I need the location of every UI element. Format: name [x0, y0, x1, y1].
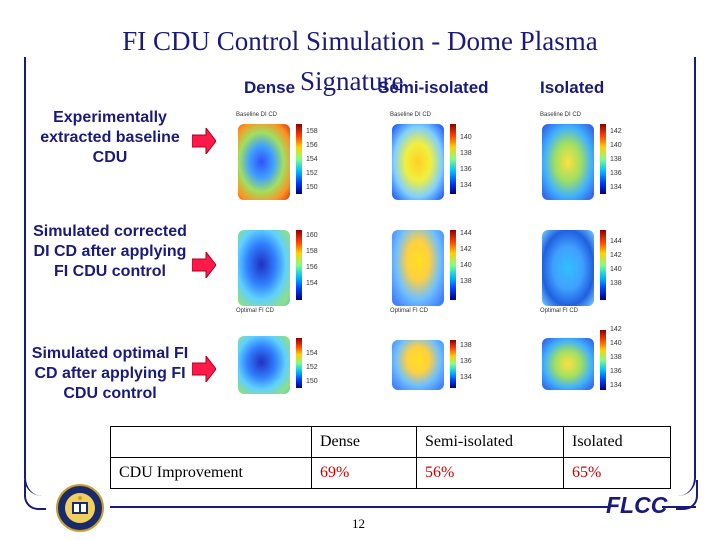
column-header-dense: Dense — [244, 78, 296, 97]
colorbar-tick: 142 — [610, 128, 622, 135]
table-row-label: CDU Improvement — [110, 457, 312, 489]
colorbar-tick: 140 — [610, 266, 622, 273]
colorbar-tick: 136 — [610, 170, 622, 177]
colorbar-tick: 134 — [610, 184, 622, 191]
plot-title: Baseline DI CD — [236, 112, 278, 118]
colorbar-tick: 156 — [306, 142, 318, 149]
colorbar-tick: 134 — [460, 374, 472, 381]
colorbar-tick: 152 — [306, 364, 318, 371]
colorbar-tick: 142 — [610, 326, 622, 333]
plot-optimal-semi: Optimal FI CD 138 136 134 — [390, 308, 520, 403]
plot-baseline-dense: Baseline DI CD 158 156 154 152 150 — [236, 112, 366, 207]
colorbar-tick: 140 — [460, 134, 472, 141]
colorbar-tick: 140 — [460, 262, 472, 269]
table-cell — [110, 426, 312, 458]
column-header-semi-isolated: Semi-isolated — [378, 78, 489, 97]
colorbar-tick: 138 — [610, 354, 622, 361]
row-label-optimal: Simulated optimal FI CD after applying F… — [31, 345, 189, 402]
row-label-corrected: Simulated corrected DI CD after applying… — [33, 223, 187, 280]
arrow-right-icon — [192, 356, 216, 382]
university-seal-icon — [56, 484, 104, 532]
colorbar-tick: 136 — [460, 166, 472, 173]
colorbar — [600, 330, 606, 390]
table-row: CDU Improvement 69% 56% 65% — [110, 457, 671, 489]
slide-title: FI CDU Control Simulation - Dome Plasma — [0, 26, 720, 57]
colorbar-tick: 140 — [610, 340, 622, 347]
colorbar-tick: 144 — [610, 238, 622, 245]
colorbar-tick: 142 — [610, 252, 622, 259]
colorbar-tick: 138 — [460, 278, 472, 285]
plot-title: Optimal FI CD — [390, 308, 429, 314]
cd-heatmap — [392, 230, 444, 306]
arrow-right-icon — [192, 252, 216, 278]
colorbar-tick: 150 — [306, 184, 318, 191]
table-header-dense: Dense — [311, 426, 417, 458]
plot-title: Optimal FI CD — [236, 308, 275, 314]
cd-heatmap — [542, 338, 594, 390]
colorbar-tick: 138 — [610, 280, 622, 287]
colorbar-tick: 160 — [306, 232, 318, 239]
plot-corrected-dense: 160 158 156 154 — [236, 218, 366, 313]
table-header-semi-isolated: Semi-isolated — [416, 426, 564, 458]
plot-title: Optimal FI CD — [540, 308, 579, 314]
slide-frame-rule — [110, 506, 610, 508]
colorbar-tick: 150 — [306, 378, 318, 385]
cd-heatmap — [542, 230, 594, 306]
improvement-semi-isolated: 56% — [416, 457, 564, 489]
plot-optimal-iso: Optimal FI CD 142 140 138 136 134 — [540, 308, 670, 403]
improvement-dense: 69% — [311, 457, 417, 489]
cd-heatmap — [392, 340, 444, 390]
colorbar-tick: 158 — [306, 128, 318, 135]
colorbar-tick: 144 — [460, 230, 472, 237]
colorbar — [296, 338, 302, 388]
colorbar-tick: 140 — [610, 142, 622, 149]
cd-heatmap — [238, 230, 290, 306]
plot-baseline-semi: Baseline DI CD 140 138 136 134 — [390, 112, 520, 207]
colorbar-tick: 138 — [460, 150, 472, 157]
colorbar-tick: 134 — [460, 182, 472, 189]
colorbar-tick: 154 — [306, 350, 318, 357]
plot-corrected-semi: 144 142 140 138 — [390, 218, 520, 313]
colorbar-tick: 134 — [610, 382, 622, 389]
improvement-isolated: 65% — [563, 457, 671, 489]
colorbar — [450, 124, 456, 194]
cd-heatmap — [392, 124, 444, 200]
column-header-isolated: Isolated — [540, 78, 605, 97]
slide-frame-corner — [24, 480, 46, 510]
slide-frame-rule — [662, 506, 696, 508]
cd-heatmap — [238, 124, 290, 200]
colorbar-tick: 154 — [306, 156, 318, 163]
plot-optimal-dense: Optimal FI CD 154 152 150 — [236, 308, 366, 403]
colorbar-tick: 154 — [306, 280, 318, 287]
footer-brand: FLCC — [606, 492, 668, 518]
cd-heatmap — [238, 336, 290, 394]
slide-title-line2: Signature — [300, 66, 404, 96]
colorbar — [296, 230, 302, 300]
plot-title: Baseline DI CD — [390, 112, 432, 118]
colorbar — [450, 340, 456, 388]
arrow-right-icon — [192, 128, 216, 154]
cdu-improvement-table: Dense Semi-isolated Isolated CDU Improve… — [110, 426, 671, 489]
row-label-baseline: Experimentally extracted baseline CDU — [40, 109, 180, 166]
plot-corrected-iso: 144 142 140 138 — [540, 218, 670, 313]
colorbar — [600, 230, 606, 300]
plot-title: Baseline DI CD — [540, 112, 582, 118]
table-row: Dense Semi-isolated Isolated — [110, 426, 671, 458]
colorbar-tick: 156 — [306, 264, 318, 271]
colorbar — [600, 124, 606, 194]
colorbar — [450, 230, 456, 300]
colorbar-tick: 138 — [610, 156, 622, 163]
cd-heatmap — [542, 124, 594, 200]
table-header-isolated: Isolated — [563, 426, 671, 458]
page-number: 12 — [352, 516, 365, 531]
colorbar-tick: 142 — [460, 246, 472, 253]
colorbar-tick: 136 — [610, 368, 622, 375]
colorbar-tick: 138 — [460, 342, 472, 349]
colorbar-tick: 136 — [460, 358, 472, 365]
slide-frame-corner — [676, 480, 698, 510]
colorbar-tick: 152 — [306, 170, 318, 177]
colorbar-tick: 158 — [306, 248, 318, 255]
colorbar — [296, 124, 302, 194]
plot-baseline-iso: Baseline DI CD 142 140 138 136 134 — [540, 112, 670, 207]
